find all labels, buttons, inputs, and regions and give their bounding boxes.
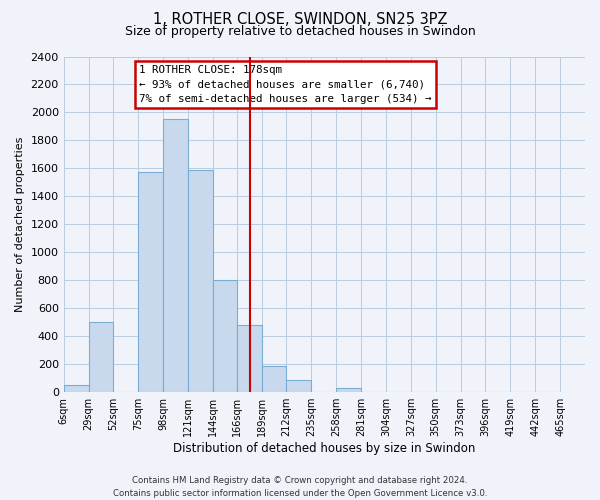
Bar <box>64 385 89 392</box>
Bar <box>286 380 311 392</box>
Bar <box>262 366 286 392</box>
Text: 1, ROTHER CLOSE, SWINDON, SN25 3PZ: 1, ROTHER CLOSE, SWINDON, SN25 3PZ <box>153 12 447 28</box>
Bar <box>89 322 113 392</box>
Bar <box>213 280 237 392</box>
Text: 1 ROTHER CLOSE: 178sqm
← 93% of detached houses are smaller (6,740)
7% of semi-d: 1 ROTHER CLOSE: 178sqm ← 93% of detached… <box>139 65 432 104</box>
Text: Contains HM Land Registry data © Crown copyright and database right 2024.
Contai: Contains HM Land Registry data © Crown c… <box>113 476 487 498</box>
Y-axis label: Number of detached properties: Number of detached properties <box>15 136 25 312</box>
Bar <box>138 172 163 392</box>
Bar <box>336 388 361 392</box>
Bar <box>163 120 188 392</box>
Bar <box>237 325 262 392</box>
X-axis label: Distribution of detached houses by size in Swindon: Distribution of detached houses by size … <box>173 442 476 455</box>
Text: Size of property relative to detached houses in Swindon: Size of property relative to detached ho… <box>125 25 475 38</box>
Bar <box>188 170 213 392</box>
